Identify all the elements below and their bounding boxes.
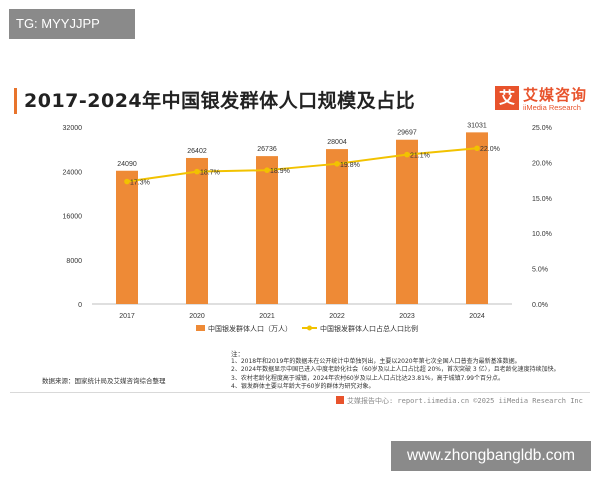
ratio-line (126, 147, 478, 183)
x-axis-tick-label: 2020 (189, 313, 205, 320)
chart-title: 2017-2024年中国银发群体人口规模及占比 (24, 90, 416, 112)
right-axis-tick-label: 5.0% (532, 267, 548, 274)
footer-credit: 艾媒报告中心: report.iimedia.cn ©2025 iiMedia … (336, 396, 583, 406)
logo-name: 艾媒咨询 (523, 86, 588, 104)
title-accent-bar (14, 88, 17, 114)
ratio-data-label: 18.7% (200, 170, 220, 177)
x-axis-tick-label: 2024 (469, 313, 485, 320)
right-axis-tick-label: 0.0% (532, 302, 548, 309)
legend-line-marker (307, 325, 312, 331)
x-axis-tick-label: 2022 (329, 313, 345, 320)
footer-divider (10, 392, 590, 393)
chart-notes: 注： 1、2018年和2019年的数据未在公开统计中单独列出，主要以2020年第… (231, 350, 591, 391)
ratio-point (334, 161, 340, 167)
note-line-2: 2、2024年数据显示中国已进入中度老龄化社会（60岁及以上人口占比超 20%，… (231, 366, 560, 374)
bar (326, 149, 348, 304)
ratio-point (124, 178, 130, 185)
bar-data-label: 26402 (187, 148, 207, 155)
legend-bar-swatch (196, 325, 205, 331)
bar (256, 156, 278, 304)
legend-bar-label: 中国银发群体人口（万人） (208, 324, 292, 333)
left-axis-tick-label: 8000 (66, 258, 82, 265)
footer-text: 艾媒报告中心: report.iimedia.cn ©2025 iiMedia … (347, 397, 583, 405)
bar (396, 139, 418, 304)
channel-badge: TG: MYYJJPP (9, 9, 135, 39)
ratio-data-label: 19.8% (340, 162, 360, 169)
bar (186, 157, 208, 304)
report-center-icon (336, 396, 344, 404)
right-axis-tick-label: 25.0% (532, 125, 552, 132)
x-axis-tick-label: 2021 (259, 313, 275, 320)
ratio-data-label: 18.9% (270, 168, 290, 175)
ratio-point (194, 168, 200, 175)
ratio-data-label: 22.0% (480, 146, 500, 153)
note-line-1: 1、2018年和2019年的数据未在公开统计中单独列出，主要以2020年第七次全… (231, 358, 521, 366)
ratio-data-label: 17.3% (130, 180, 150, 187)
note-line-3: 3、农村老龄化程度高于城镇，2024年农村60岁及以上人口占比达23.81%，高… (231, 374, 504, 382)
note-line-4: 4、银发群体主要以年龄大于60岁的群体为研究对象。 (231, 382, 375, 390)
bar-data-label: 26736 (257, 146, 277, 153)
left-axis-tick-label: 24000 (63, 169, 83, 176)
data-source: 数据来源：国家统计局及艾媒咨询综合整理 (42, 377, 166, 385)
notes-title: 注： (231, 350, 244, 358)
iimedia-logo: 艾 艾媒咨询 iiMedia Research (495, 84, 595, 120)
bar-data-label: 24090 (117, 161, 137, 168)
left-axis-tick-label: 16000 (63, 214, 83, 221)
logo-subtitle: iiMedia Research (523, 103, 581, 112)
x-axis-tick-label: 2017 (119, 313, 135, 320)
bar-data-label: 29697 (397, 130, 417, 137)
right-axis-tick-label: 20.0% (532, 160, 552, 167)
ratio-point (404, 151, 410, 158)
bar (116, 170, 138, 304)
left-axis-tick-label: 32000 (63, 125, 83, 132)
right-axis-tick-label: 15.0% (532, 196, 552, 203)
left-axis-tick-label: 0 (78, 302, 82, 309)
ratio-point (264, 167, 270, 173)
bar-data-label: 31031 (467, 122, 487, 129)
right-axis-tick-label: 10.0% (532, 231, 552, 238)
bar (466, 132, 488, 304)
bar-data-label: 28004 (327, 139, 347, 146)
ratio-data-label: 21.1% (410, 153, 430, 160)
ratio-point (474, 145, 480, 152)
site-watermark: www.zhongbangldb.com (391, 441, 591, 471)
x-axis-tick-label: 2023 (399, 313, 415, 320)
logo-mark: 艾 (495, 86, 519, 110)
legend-line-label: 中国银发群体人口占总人口比例 (320, 324, 418, 333)
